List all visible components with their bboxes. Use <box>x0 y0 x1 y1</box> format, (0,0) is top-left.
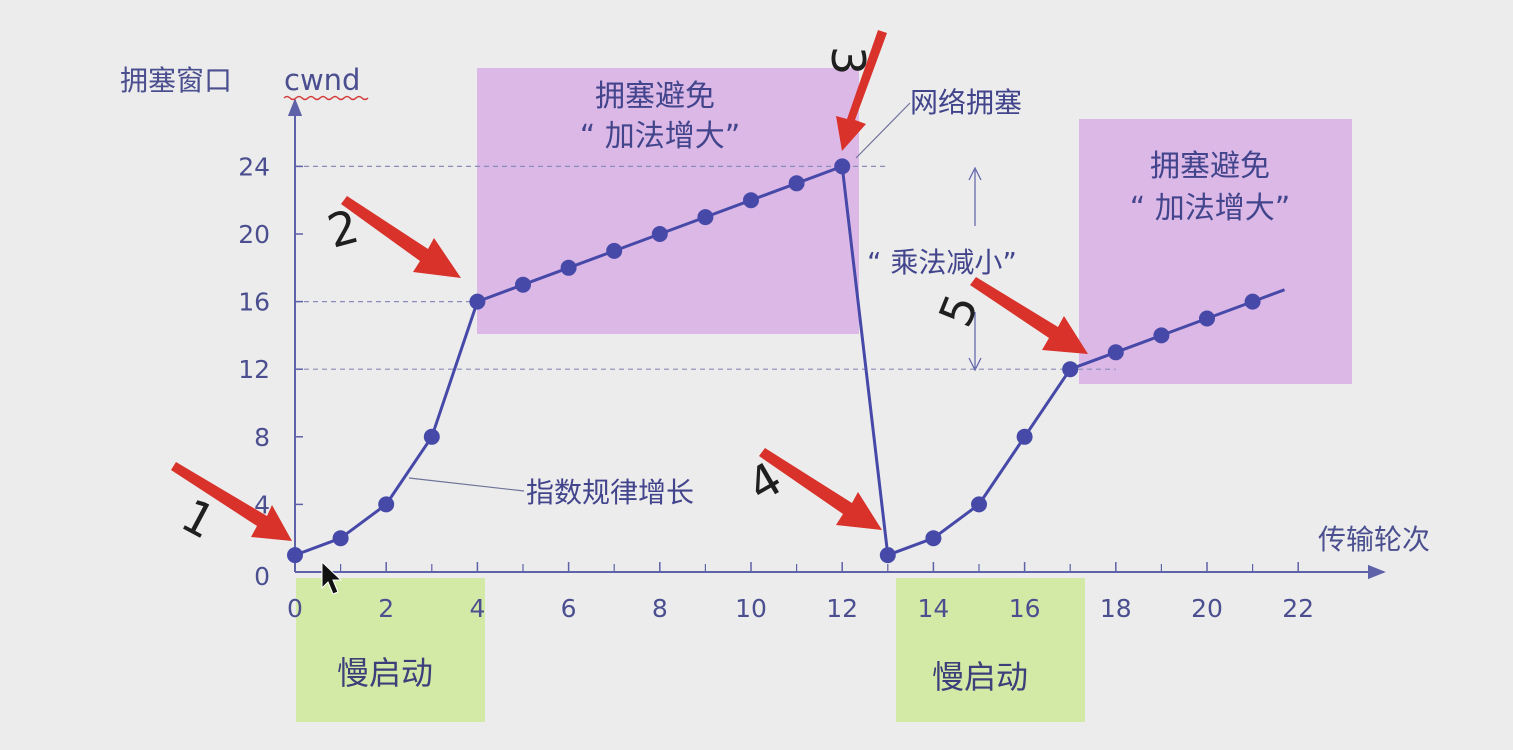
region-congestion-avoidance-1 <box>477 68 859 334</box>
data-point <box>515 276 531 293</box>
data-point <box>1199 310 1215 327</box>
data-point <box>651 226 668 242</box>
y-tick-label: 0 <box>254 562 270 591</box>
annotation-congestion: 网络拥塞 <box>910 86 1022 119</box>
marker-1: 1 <box>173 488 224 549</box>
arrow-3 <box>836 30 887 151</box>
region-2-line1: 拥塞避免 <box>1150 149 1270 184</box>
arrow-1 <box>171 462 292 541</box>
x-tick-label: 4 <box>469 594 485 623</box>
x-tick: 10 <box>735 562 767 623</box>
data-point <box>1153 327 1170 344</box>
annotation-exponential-growth: 指数规律增长 <box>526 476 694 509</box>
region-1-line2: “ 加法增大” <box>580 119 741 154</box>
spell-check-underline <box>283 95 369 101</box>
data-point <box>788 175 805 192</box>
data-point <box>697 209 714 226</box>
x-tick: 4 <box>469 562 485 623</box>
x-tick-label: 14 <box>917 594 949 623</box>
data-point <box>287 547 303 564</box>
x-tick-label: 22 <box>1282 594 1314 623</box>
data-point <box>423 428 440 445</box>
region-slow-start-1 <box>296 578 485 722</box>
x-tick-label: 2 <box>378 594 394 623</box>
mouse-cursor-icon <box>321 560 343 595</box>
data-point <box>1062 361 1079 378</box>
annotation-exponential-leader <box>408 477 525 492</box>
x-tick: 6 <box>561 562 577 623</box>
arrow-4 <box>759 448 882 530</box>
marker-arrows <box>171 30 1088 541</box>
arrow-5 <box>970 277 1088 354</box>
y-tick: 24 <box>238 152 303 181</box>
x-ticks: 0 2 4 6 8 10 12 14 16 18 20 22 <box>287 562 1314 623</box>
data-point <box>332 530 349 547</box>
x-tick-label: 16 <box>1009 594 1041 623</box>
y-tick-label: 20 <box>238 220 270 249</box>
arrow-2 <box>341 196 461 278</box>
y-tick: 16 <box>238 288 303 317</box>
x-tick-label: 0 <box>287 594 303 623</box>
x-tick: 2 <box>378 562 394 623</box>
y-axis-var: cwnd <box>284 63 360 97</box>
x-tick: 16 <box>1009 562 1041 623</box>
x-tick: 20 <box>1191 562 1223 623</box>
y-tick-label: 24 <box>238 152 270 181</box>
data-point <box>925 530 942 547</box>
x-tick: 14 <box>917 562 949 623</box>
x-tick-label: 6 <box>561 594 577 623</box>
annotation-congestion-leader <box>855 102 911 159</box>
reference-lines <box>295 165 1116 370</box>
x-tick: 8 <box>652 562 668 623</box>
region-slow-start-2 <box>896 578 1085 722</box>
data-points <box>287 158 1261 564</box>
data-point <box>1016 428 1033 445</box>
x-tick: 22 <box>1282 562 1314 623</box>
slow-start-label-2: 慢启动 <box>932 658 1028 696</box>
x-axis-label: 传输轮次 <box>1318 523 1430 556</box>
x-tick: 18 <box>1100 562 1132 623</box>
y-tick: 20 <box>238 220 303 249</box>
region-congestion-avoidance-2 <box>1079 119 1352 384</box>
slow-start-label-1: 慢启动 <box>337 654 433 692</box>
data-point <box>834 158 851 175</box>
y-axis-label: 拥塞窗口 <box>120 64 232 97</box>
x-tick-label: 10 <box>735 594 767 623</box>
data-point <box>743 192 759 209</box>
decrease-span-arrow <box>968 166 982 372</box>
data-point <box>1244 293 1261 310</box>
y-tick: 12 <box>238 355 303 384</box>
x-tick-label: 20 <box>1191 594 1223 623</box>
data-point <box>606 242 623 259</box>
data-point <box>879 547 896 564</box>
marker-5: 5 <box>928 287 989 334</box>
x-tick-label: 12 <box>826 594 858 623</box>
data-point <box>1107 344 1124 361</box>
annotation-multiplicative-decrease: “ 乘法减小” <box>867 246 1017 279</box>
marker-3: 3 <box>821 46 875 75</box>
y-tick-label: 16 <box>238 288 270 317</box>
x-tick-label: 18 <box>1100 594 1132 623</box>
x-tick: 0 <box>287 562 303 623</box>
x-tick: 12 <box>826 562 858 623</box>
y-tick: 0 <box>254 562 270 591</box>
region-2-line2: “ 加法增大” <box>1130 191 1291 226</box>
data-point <box>560 259 577 276</box>
data-point <box>469 293 486 310</box>
data-point <box>378 496 395 513</box>
y-tick-label: 8 <box>254 423 270 452</box>
region-1-line1: 拥塞避免 <box>595 79 715 114</box>
y-tick: 8 <box>254 423 303 452</box>
x-tick-label: 8 <box>652 594 668 623</box>
y-tick-label: 12 <box>238 355 270 384</box>
data-point <box>971 496 987 513</box>
